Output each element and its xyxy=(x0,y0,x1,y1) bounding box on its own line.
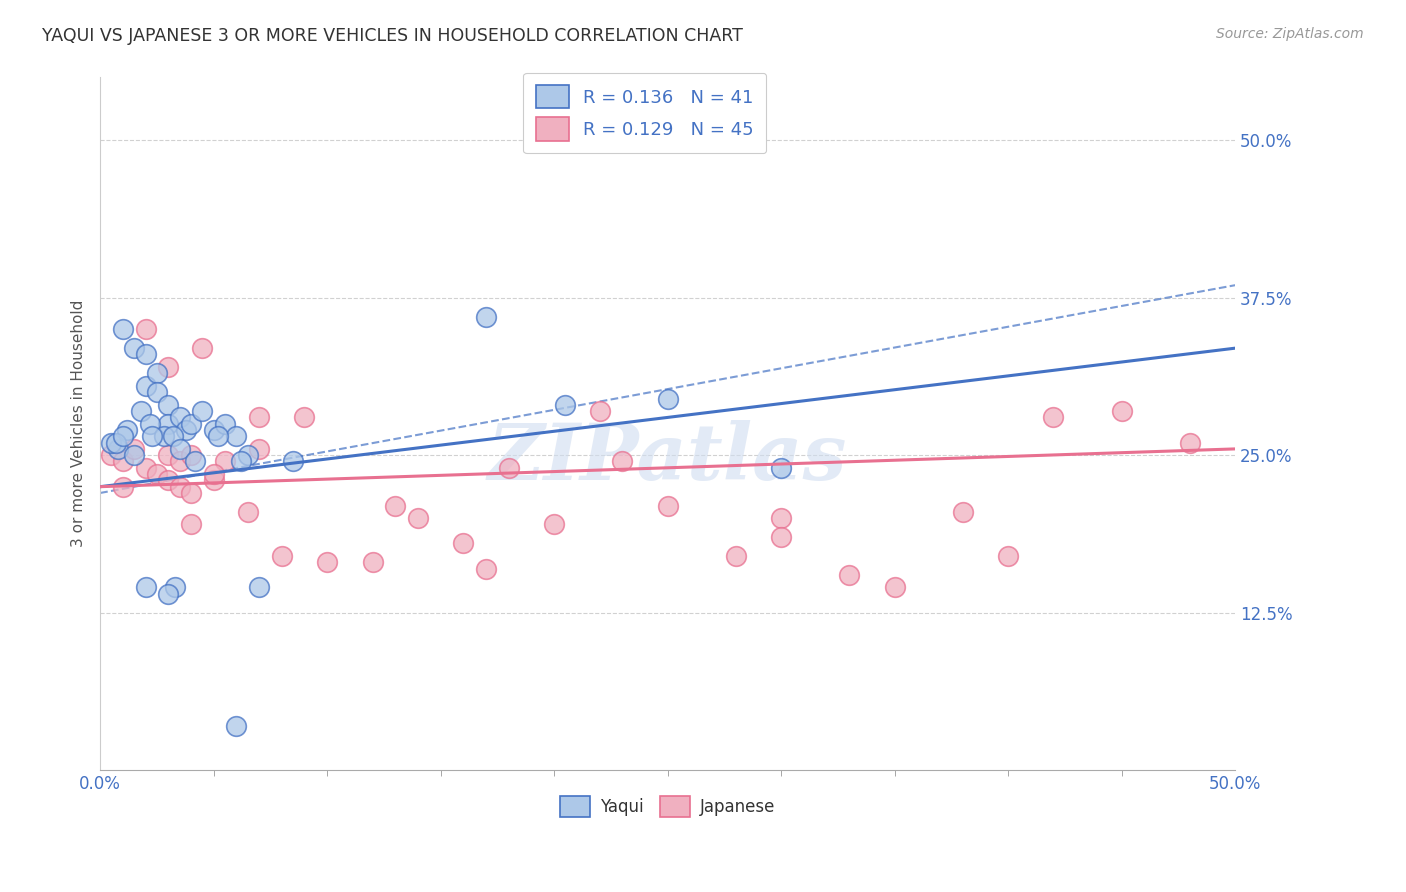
Text: YAQUI VS JAPANESE 3 OR MORE VEHICLES IN HOUSEHOLD CORRELATION CHART: YAQUI VS JAPANESE 3 OR MORE VEHICLES IN … xyxy=(42,27,742,45)
Point xyxy=(139,417,162,431)
Point xyxy=(229,454,252,468)
Point xyxy=(157,474,180,488)
Point xyxy=(883,581,905,595)
Point xyxy=(247,410,270,425)
Point xyxy=(316,555,339,569)
Text: Source: ZipAtlas.com: Source: ZipAtlas.com xyxy=(1216,27,1364,41)
Point xyxy=(770,460,793,475)
Point xyxy=(162,429,184,443)
Point xyxy=(475,561,498,575)
Point xyxy=(612,454,634,468)
Point xyxy=(180,486,202,500)
Point xyxy=(1111,404,1133,418)
Point xyxy=(152,429,174,443)
Point xyxy=(163,581,186,595)
Point xyxy=(157,417,180,431)
Point xyxy=(117,423,139,437)
Point xyxy=(657,392,679,406)
Point xyxy=(146,367,169,381)
Point xyxy=(122,448,145,462)
Point xyxy=(997,549,1019,563)
Point xyxy=(180,448,202,462)
Point xyxy=(543,517,565,532)
Point xyxy=(122,341,145,355)
Point xyxy=(202,467,225,481)
Point xyxy=(384,499,406,513)
Point xyxy=(202,423,225,437)
Point xyxy=(294,410,316,425)
Legend: Yaqui, Japanese: Yaqui, Japanese xyxy=(553,789,782,824)
Point xyxy=(107,442,129,456)
Point xyxy=(236,505,259,519)
Point xyxy=(770,530,793,544)
Text: ZIPatlas: ZIPatlas xyxy=(488,420,848,497)
Point xyxy=(176,423,198,437)
Point xyxy=(361,555,384,569)
Point xyxy=(1178,435,1201,450)
Point xyxy=(169,442,191,456)
Point xyxy=(214,454,236,468)
Point xyxy=(111,480,134,494)
Point xyxy=(111,429,134,443)
Point xyxy=(588,404,610,418)
Point xyxy=(146,385,169,400)
Point xyxy=(135,347,157,361)
Point xyxy=(135,581,157,595)
Y-axis label: 3 or more Vehicles in Household: 3 or more Vehicles in Household xyxy=(72,300,86,548)
Point xyxy=(247,442,270,456)
Point xyxy=(169,454,191,468)
Point xyxy=(554,398,576,412)
Point xyxy=(498,460,520,475)
Point xyxy=(207,429,229,443)
Point xyxy=(270,549,292,563)
Point xyxy=(129,404,152,418)
Point xyxy=(157,398,180,412)
Point xyxy=(247,581,270,595)
Point xyxy=(281,454,304,468)
Point xyxy=(157,448,180,462)
Point xyxy=(169,480,191,494)
Point xyxy=(169,410,191,425)
Point xyxy=(191,341,214,355)
Point xyxy=(135,322,157,336)
Point xyxy=(180,417,202,431)
Point xyxy=(838,567,860,582)
Point xyxy=(111,454,134,468)
Point xyxy=(475,310,498,324)
Point xyxy=(770,511,793,525)
Point xyxy=(135,379,157,393)
Point xyxy=(100,448,122,462)
Point xyxy=(236,448,259,462)
Point xyxy=(141,429,163,443)
Point xyxy=(146,467,169,481)
Point xyxy=(225,719,247,733)
Point xyxy=(225,429,247,443)
Point xyxy=(111,322,134,336)
Point xyxy=(952,505,974,519)
Point xyxy=(100,435,122,450)
Point xyxy=(105,435,128,450)
Point xyxy=(135,460,157,475)
Point xyxy=(157,587,180,601)
Point xyxy=(657,499,679,513)
Point xyxy=(122,442,145,456)
Point xyxy=(724,549,747,563)
Point xyxy=(406,511,429,525)
Point xyxy=(191,404,214,418)
Point xyxy=(202,474,225,488)
Point xyxy=(180,517,202,532)
Point xyxy=(184,454,207,468)
Point xyxy=(157,359,180,374)
Point xyxy=(214,417,236,431)
Point xyxy=(453,536,475,550)
Point xyxy=(1042,410,1064,425)
